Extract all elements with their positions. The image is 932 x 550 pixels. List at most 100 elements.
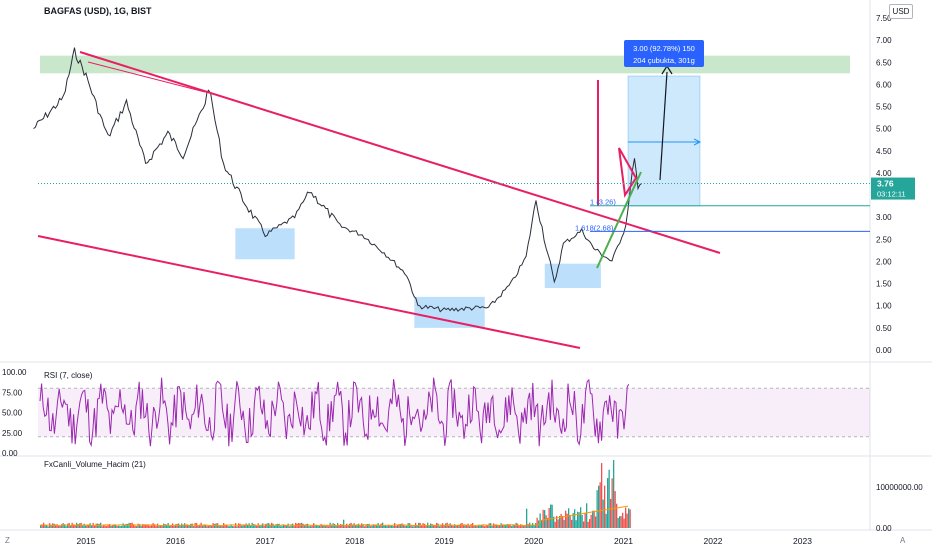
volume-bar [376,524,378,528]
volume-bar [340,524,342,528]
volume-bar [77,524,79,528]
volume-bar [263,525,265,528]
volume-bar [403,524,405,528]
lower-trendline [37,235,581,349]
target-zone [40,55,850,74]
volume-bar [320,523,322,528]
volume-bar [176,523,178,528]
measure-label-box [624,40,704,67]
volume-bar [185,525,187,528]
volume-bar [478,525,480,528]
volume-bar [601,463,603,528]
volume-bar [392,525,394,528]
volume-bar [190,523,192,528]
volume-bar [193,526,195,528]
volume-bar [617,518,619,528]
volume-bar [203,524,205,528]
volume-bar [559,515,561,528]
volume-bar [379,525,381,528]
volume-bar [259,526,261,528]
volume-bar [236,526,238,528]
price-tick-10: 2.50 [876,235,892,244]
volume-bar [319,525,321,528]
current-price-tag [871,177,915,200]
price-tick-0: 7.50 [876,14,892,23]
currency-button[interactable]: USD [889,4,913,19]
volume-bar [466,525,468,528]
volume-bar [82,524,84,528]
volume-bar [79,523,81,528]
volume-bar [425,525,427,528]
volume-bar [154,524,156,528]
volume-bar [46,525,48,528]
volume-bar [442,523,444,528]
volume-bar [274,525,276,528]
timezone-left-label[interactable]: Z [5,536,10,545]
volume-bar [518,525,520,528]
volume-bar [109,524,111,528]
volume-bar [565,510,567,528]
volume-bar [602,499,604,528]
volume-bar [389,525,391,528]
volume-bar [116,526,118,528]
volume-bar [280,526,282,528]
rsi-line [39,377,630,448]
volume-bar [493,523,495,528]
price-tick-2: 6.50 [876,58,892,67]
volume-bar [547,517,549,528]
volume-bar [545,515,547,528]
volume-bar [328,526,330,528]
volume-bar [170,525,172,528]
volume-bar [40,525,42,528]
volume-bar [161,525,163,528]
price-tick-13: 1.00 [876,302,892,311]
fib-label-1: 1.618(2.68) [575,223,614,232]
volume-bar [355,524,357,528]
volume-bar [460,523,462,528]
volume-bar [107,524,109,528]
volume-bar [608,469,610,528]
volume-bar [221,525,223,528]
volume-bar [428,524,430,528]
volume-bar [55,524,57,528]
volume-bar [365,524,367,528]
price-tick-1: 7.00 [876,36,892,45]
volume-bar [155,526,157,528]
volume-bar [73,524,75,528]
volume-bar [548,507,550,528]
auto-scale-button[interactable]: A [900,536,906,545]
volume-bar [514,525,516,528]
volume-bar [530,525,532,528]
volume-bar [400,523,402,528]
volume-bar [164,524,166,528]
volume-bar [412,526,414,528]
volume-bar [508,524,510,528]
volume-bar [58,525,60,528]
bar-countdown: 03:12:11 [877,190,906,199]
volume-bar [595,516,597,528]
price-tick-14: 0.50 [876,324,892,333]
rsi-tick-4: 0.00 [2,449,18,458]
volume-bar [455,525,457,528]
volume-bar [560,513,562,528]
volume-bar [197,525,199,528]
volume-bar [325,526,327,528]
time-tick-1: 2016 [166,536,185,546]
volume-bar [233,526,235,528]
volume-bar [124,524,126,528]
volume-tick-1: 0.00 [876,524,892,533]
volume-bar [479,525,481,528]
symbol-title: BAGFAS (USD), 1G, BIST [44,6,152,16]
volume-bar [590,514,592,528]
volume-bar [413,526,415,528]
rsi-tick-3: 25.00 [2,429,23,438]
time-tick-8: 2023 [793,536,812,546]
volume-bar [542,509,544,528]
measure-label-line-0: 3.00 (92.78%) 150 [633,44,695,53]
pennant-pattern [618,147,638,198]
volume-bar [544,510,546,528]
volume-bar [371,525,373,528]
volume-bar [398,524,400,528]
